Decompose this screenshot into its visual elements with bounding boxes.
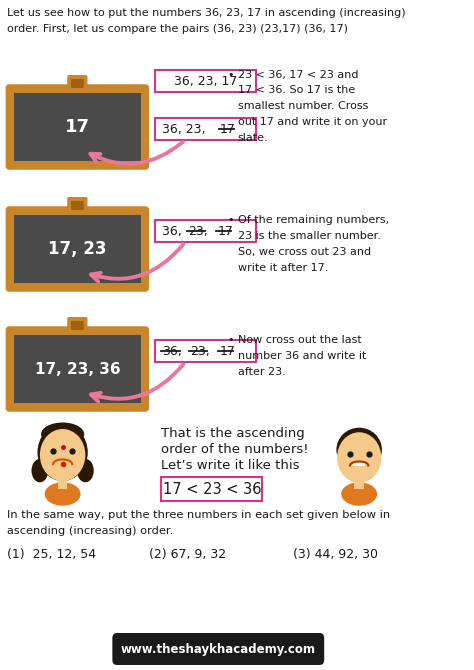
Text: • 23 < 36, 17 < 23 and: • 23 < 36, 17 < 23 and bbox=[228, 70, 359, 80]
FancyBboxPatch shape bbox=[353, 462, 365, 466]
FancyBboxPatch shape bbox=[14, 335, 141, 403]
FancyBboxPatch shape bbox=[355, 478, 364, 489]
Ellipse shape bbox=[31, 459, 48, 482]
FancyBboxPatch shape bbox=[8, 328, 147, 410]
Text: (2) 67, 9, 32: (2) 67, 9, 32 bbox=[149, 548, 226, 561]
Text: 17: 17 bbox=[220, 123, 236, 135]
Text: 36,: 36, bbox=[162, 344, 182, 358]
Text: 23 is the smaller number.: 23 is the smaller number. bbox=[237, 231, 381, 241]
FancyBboxPatch shape bbox=[71, 79, 84, 88]
FancyBboxPatch shape bbox=[14, 215, 141, 283]
Text: slate.: slate. bbox=[237, 133, 268, 143]
Text: order. First, let us compare the pairs (36, 23) (23,17) (36, 17): order. First, let us compare the pairs (… bbox=[8, 24, 348, 34]
Text: smallest number. Cross: smallest number. Cross bbox=[237, 101, 368, 111]
Text: Let’s write it like this: Let’s write it like this bbox=[161, 459, 300, 472]
Text: 17 < 23 < 36: 17 < 23 < 36 bbox=[163, 482, 261, 496]
FancyBboxPatch shape bbox=[8, 208, 147, 290]
Text: www.theshaykhacademy.com: www.theshaykhacademy.com bbox=[121, 643, 316, 655]
Text: out 17 and write it on your: out 17 and write it on your bbox=[237, 117, 387, 127]
FancyBboxPatch shape bbox=[155, 220, 256, 242]
FancyBboxPatch shape bbox=[112, 633, 324, 665]
Ellipse shape bbox=[341, 482, 377, 506]
Ellipse shape bbox=[41, 423, 84, 446]
Text: Let us see how to put the numbers 36, 23, 17 in ascending (increasing): Let us see how to put the numbers 36, 23… bbox=[8, 8, 406, 18]
Text: (1)  25, 12, 54: (1) 25, 12, 54 bbox=[8, 548, 97, 561]
Text: In the same way, put the three numbers in each set given below in: In the same way, put the three numbers i… bbox=[8, 510, 391, 520]
Text: number 36 and write it: number 36 and write it bbox=[237, 351, 366, 361]
FancyBboxPatch shape bbox=[155, 70, 256, 92]
Text: 17, 23: 17, 23 bbox=[48, 240, 107, 258]
Text: ascending (increasing) order.: ascending (increasing) order. bbox=[8, 526, 173, 536]
Text: 17, 23, 36: 17, 23, 36 bbox=[35, 362, 120, 377]
Text: 36, 23,: 36, 23, bbox=[162, 123, 210, 135]
Ellipse shape bbox=[77, 459, 94, 482]
Text: • Now cross out the last: • Now cross out the last bbox=[228, 335, 362, 345]
FancyBboxPatch shape bbox=[67, 75, 88, 92]
Text: 17 < 36. So 17 is the: 17 < 36. So 17 is the bbox=[237, 85, 355, 95]
Text: • Of the remaining numbers,: • Of the remaining numbers, bbox=[228, 215, 390, 225]
Text: order of the numbers!: order of the numbers! bbox=[161, 443, 309, 456]
FancyBboxPatch shape bbox=[71, 321, 84, 330]
Text: 23,: 23, bbox=[188, 224, 208, 237]
FancyBboxPatch shape bbox=[71, 201, 84, 210]
Ellipse shape bbox=[40, 429, 85, 481]
FancyBboxPatch shape bbox=[161, 477, 263, 501]
Text: So, we cross out 23 and: So, we cross out 23 and bbox=[237, 247, 371, 257]
Ellipse shape bbox=[45, 482, 81, 506]
FancyBboxPatch shape bbox=[67, 197, 88, 214]
FancyBboxPatch shape bbox=[8, 86, 147, 168]
Ellipse shape bbox=[37, 424, 88, 481]
Text: 17: 17 bbox=[65, 118, 90, 136]
Text: (3) 44, 92, 30: (3) 44, 92, 30 bbox=[293, 548, 378, 561]
Ellipse shape bbox=[337, 432, 381, 483]
Text: 36,: 36, bbox=[162, 224, 186, 237]
FancyBboxPatch shape bbox=[155, 118, 256, 140]
FancyBboxPatch shape bbox=[67, 317, 88, 334]
Text: 23,: 23, bbox=[190, 344, 210, 358]
Text: That is the ascending: That is the ascending bbox=[161, 427, 305, 440]
Text: 17: 17 bbox=[219, 344, 235, 358]
FancyBboxPatch shape bbox=[155, 340, 256, 362]
Text: 17: 17 bbox=[218, 224, 233, 237]
Text: write it after 17.: write it after 17. bbox=[237, 263, 328, 273]
FancyBboxPatch shape bbox=[58, 478, 67, 489]
Text: 36, 23, 17: 36, 23, 17 bbox=[173, 74, 237, 88]
Ellipse shape bbox=[337, 427, 382, 472]
FancyBboxPatch shape bbox=[14, 93, 141, 161]
Text: after 23.: after 23. bbox=[237, 367, 285, 377]
